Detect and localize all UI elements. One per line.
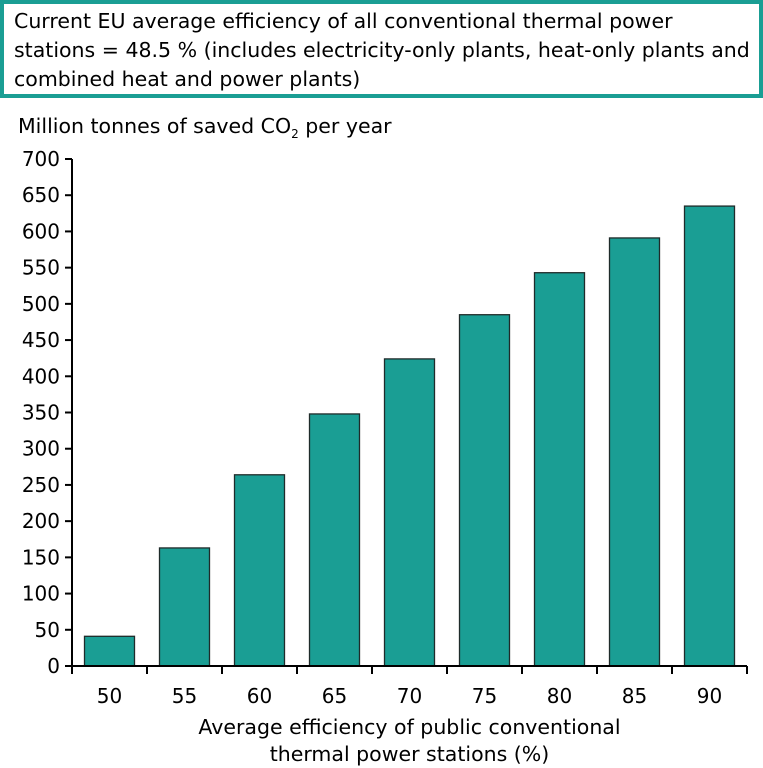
- y-axis: 0 50 100 150 200 250 300 350 400 450 500 550 600 650 7…: [22, 147, 73, 678]
- x-tick-label-50: 50: [97, 684, 122, 708]
- bar-65: [308, 413, 361, 667]
- bar-80: [533, 272, 586, 667]
- annotation-text: Current EU average efficiency of all con…: [14, 9, 750, 91]
- y-tick-label-250: 250: [22, 473, 60, 497]
- y-tick-label-650: 650: [22, 183, 60, 207]
- y-axis-label: Million tonnes of saved CO2 per year: [18, 114, 392, 141]
- y-tick-label-450: 450: [22, 328, 60, 352]
- y-axis-label-main: Million tonnes of saved CO: [18, 114, 292, 138]
- x-axis-label: Average efficiency of public conventiona…: [72, 714, 747, 768]
- y-axis-label-subscript: 2: [291, 127, 299, 141]
- y-tick-label-150: 150: [22, 545, 60, 569]
- x-axis-label-line1: Average efficiency of public conventiona…: [198, 715, 621, 739]
- x-axis: 50 55 60 65 70 75 80 85 90: [71, 665, 748, 708]
- x-tick-label-75: 75: [472, 684, 497, 708]
- x-tick-label-70: 70: [397, 684, 422, 708]
- y-tick-label-550: 550: [22, 256, 60, 280]
- y-tick-label-0: 0: [47, 654, 60, 678]
- x-tick-label-85: 85: [622, 684, 647, 708]
- x-tick-label-65: 65: [322, 684, 347, 708]
- bar-50: [83, 635, 136, 667]
- annotation-box: Current EU average efficiency of all con…: [0, 0, 763, 98]
- y-tick-label-200: 200: [22, 509, 60, 533]
- x-tick-label-90: 90: [697, 684, 722, 708]
- x-tick-label-55: 55: [172, 684, 197, 708]
- y-tick-label-350: 350: [22, 401, 60, 425]
- bar-70: [383, 358, 436, 667]
- y-tick-label-600: 600: [22, 219, 60, 243]
- y-axis-label-tail: per year: [298, 114, 392, 138]
- x-tick-label-80: 80: [547, 684, 572, 708]
- y-tick-label-100: 100: [22, 582, 60, 606]
- y-tick-label-300: 300: [22, 437, 60, 461]
- bars-group: [83, 205, 736, 667]
- bar-60: [233, 474, 286, 667]
- x-axis-label-line2: thermal power stations (%): [269, 742, 550, 766]
- x-tick-label-60: 60: [247, 684, 272, 708]
- y-tick-label-400: 400: [22, 364, 60, 388]
- bar-55: [158, 547, 211, 667]
- y-tick-label-50: 50: [35, 618, 60, 642]
- bar-85: [608, 237, 661, 667]
- bar-75: [458, 314, 511, 667]
- y-tick-label-700: 700: [22, 147, 60, 171]
- bar-90: [683, 205, 736, 667]
- y-tick-label-500: 500: [22, 292, 60, 316]
